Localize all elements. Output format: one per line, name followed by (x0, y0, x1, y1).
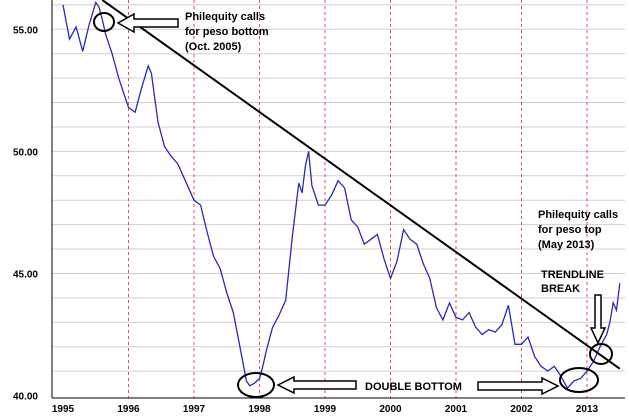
break-note-line-2: BREAK (541, 283, 580, 295)
x-tick-label: 1999 (314, 404, 337, 415)
plot-frame (51, 0, 625, 399)
y-tick-label: 45.00 (13, 269, 38, 280)
trendline (101, 0, 621, 370)
trendline-break-circle (589, 343, 613, 365)
double-bottom-left-arrow-icon (276, 375, 357, 395)
x-tick-label: 1995 (52, 404, 75, 415)
y-tick-label: 40.00 (13, 392, 38, 403)
top-note-line-3: (Oct. 2005) (185, 41, 242, 53)
peso-bottom-circle (93, 12, 115, 32)
x-tick-label: 1996 (117, 404, 140, 415)
right-note-line-1: Philequity calls (538, 209, 618, 221)
x-axis-ticks: 1995 1996 1997 1998 1999 2000 2001 2002 2013 (52, 404, 599, 415)
left-arrow-icon (116, 12, 179, 34)
break-note-line-1: TRENDLINE (541, 269, 604, 281)
x-tick-label: 2001 (445, 404, 468, 415)
double-bottom-right-arrow-icon (477, 376, 560, 396)
double-bottom-circle-right (559, 367, 599, 393)
top-note-line-1: Philequity calls (185, 11, 265, 23)
series-line (62, 0, 621, 390)
x-tick-label: 2002 (510, 404, 533, 415)
x-tick-label: 2013 (576, 404, 599, 415)
double-bottom-circle-left (237, 372, 275, 398)
x-tick-label: 1998 (248, 404, 271, 415)
top-note-line-2: for peso bottom (185, 26, 269, 38)
down-arrow-icon (589, 294, 607, 345)
grid (52, 0, 625, 398)
right-note-line-3: (May 2013) (538, 239, 595, 251)
y-tick-label: 50.00 (13, 147, 38, 158)
x-tick-label: 1997 (183, 404, 206, 415)
right-note-line-2: for peso top (538, 224, 602, 236)
y-tick-label: 55.00 (13, 25, 38, 36)
double-bottom-label: DOUBLE BOTTOM (365, 381, 462, 393)
x-tick-label: 2000 (379, 404, 402, 415)
y-axis-ticks: 55.00 50.00 45.00 40.00 (13, 25, 38, 402)
